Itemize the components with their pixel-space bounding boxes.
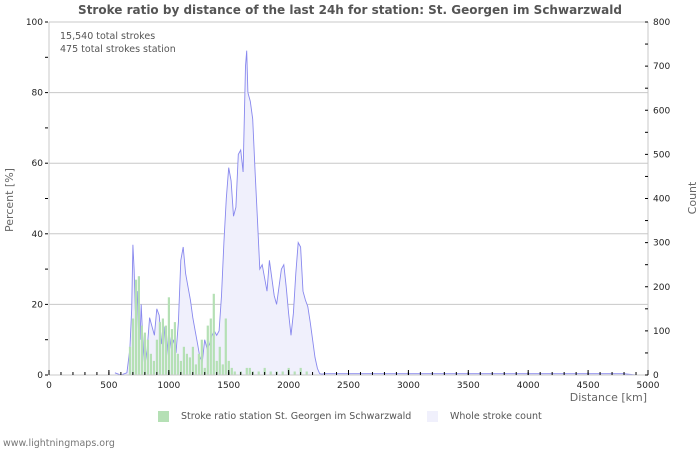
ratio-bar xyxy=(170,329,173,375)
ratio-bar xyxy=(131,318,135,375)
ratio-bar xyxy=(305,371,308,375)
ratio-bar xyxy=(149,353,152,375)
y-right-tick-label: 600 xyxy=(653,106,670,116)
ratio-bar xyxy=(152,360,155,375)
ratio-bar xyxy=(212,293,215,375)
y-right-tick-label: 300 xyxy=(653,239,670,249)
ratio-bar xyxy=(161,318,164,375)
ratio-bar xyxy=(197,353,200,375)
ratio-bar xyxy=(269,371,272,375)
y-left-tick-label: 100 xyxy=(26,18,43,28)
ratio-bar xyxy=(134,279,138,375)
ratio-bar xyxy=(128,346,132,375)
ratio-bar xyxy=(215,360,218,375)
ratio-bar xyxy=(188,357,191,375)
y-axis-right-title: Count xyxy=(686,181,699,214)
ratio-bar xyxy=(245,367,248,375)
y-axis-left-title: Percent [%] xyxy=(3,168,16,232)
total-strokes-station: 475 total strokes station xyxy=(60,44,176,55)
x-tick-label: 4500 xyxy=(577,381,600,391)
ratio-bar xyxy=(257,371,260,375)
ratio-bar xyxy=(230,367,233,375)
y-left-tick-label: 0 xyxy=(37,371,43,381)
x-tick-label: 2000 xyxy=(277,381,300,391)
ratio-bar xyxy=(176,353,179,375)
ratio-bar xyxy=(143,332,146,375)
ratio-bar xyxy=(227,360,230,375)
ratio-bar xyxy=(206,325,209,375)
ratio-bar xyxy=(218,346,221,375)
y-right-tick-label: 200 xyxy=(653,283,670,293)
ratio-bar xyxy=(137,276,140,375)
ratio-bar xyxy=(155,339,158,375)
y-left-tick-label: 80 xyxy=(32,89,44,99)
ratio-bar xyxy=(200,339,203,375)
y-left-tick-label: 40 xyxy=(32,230,44,240)
y-right-tick-label: 500 xyxy=(653,150,670,160)
x-tick-label: 500 xyxy=(100,381,117,391)
ratio-bar xyxy=(209,318,212,375)
ratio-bar xyxy=(158,322,161,375)
gridlines xyxy=(49,92,648,305)
ratio-bar xyxy=(281,371,284,375)
y-right-tick-label: 0 xyxy=(653,371,659,381)
legend-item-whole-count: Whole stroke count xyxy=(427,411,542,422)
ratio-bar xyxy=(194,364,197,375)
x-tick-label: 3500 xyxy=(457,381,480,391)
ratio-bar xyxy=(299,367,302,375)
x-tick-label: 0 xyxy=(46,381,52,391)
ratio-bar xyxy=(140,325,143,375)
ratio-bar xyxy=(182,346,185,375)
legend-swatch-lavender xyxy=(427,411,438,422)
ratio-bar xyxy=(191,346,194,375)
footer-credit: www.lightningmaps.org xyxy=(3,438,115,449)
y-right-tick-label: 100 xyxy=(653,327,670,337)
ratio-bar xyxy=(185,353,188,375)
chart-title: Stroke ratio by distance of the last 24h… xyxy=(78,3,622,17)
legend-item-station-ratio: Stroke ratio station St. Georgen im Schw… xyxy=(158,411,411,422)
y-left-tick-label: 20 xyxy=(32,300,44,310)
ratio-bar xyxy=(221,364,224,375)
y-right-tick-label: 400 xyxy=(653,195,670,205)
x-tick-label: 2500 xyxy=(337,381,360,391)
y-right-tick-label: 800 xyxy=(653,18,670,28)
ratio-bar xyxy=(263,367,266,375)
stroke-totals: 15,540 total strokes 475 total strokes s… xyxy=(60,30,176,56)
x-tick-label: 4000 xyxy=(517,381,540,391)
ratio-bar xyxy=(164,325,167,375)
legend-swatch-green xyxy=(158,411,169,422)
x-axis-title: Distance [km] xyxy=(570,391,647,404)
ratio-bar xyxy=(293,371,296,375)
x-tick-label: 1500 xyxy=(217,381,240,391)
y-left-tick-label: 60 xyxy=(32,159,44,169)
ratio-bar xyxy=(203,367,206,375)
x-tick-label: 3000 xyxy=(397,381,420,391)
legend: Stroke ratio station St. Georgen im Schw… xyxy=(0,411,700,427)
ratio-bar xyxy=(146,339,149,375)
ratio-bar xyxy=(248,367,251,375)
x-tick-label: 5000 xyxy=(637,381,660,391)
y-right-tick-label: 700 xyxy=(653,62,670,72)
stroke-ratio-bars xyxy=(128,276,308,375)
ratio-bar xyxy=(167,297,170,375)
x-tick-label: 1000 xyxy=(157,381,180,391)
ratio-bar xyxy=(173,322,176,375)
ratio-bar xyxy=(224,318,227,375)
total-strokes: 15,540 total strokes xyxy=(60,31,156,42)
ratio-bar xyxy=(179,360,182,375)
whole-stroke-count-area xyxy=(114,50,637,376)
ratio-bar xyxy=(233,371,236,375)
